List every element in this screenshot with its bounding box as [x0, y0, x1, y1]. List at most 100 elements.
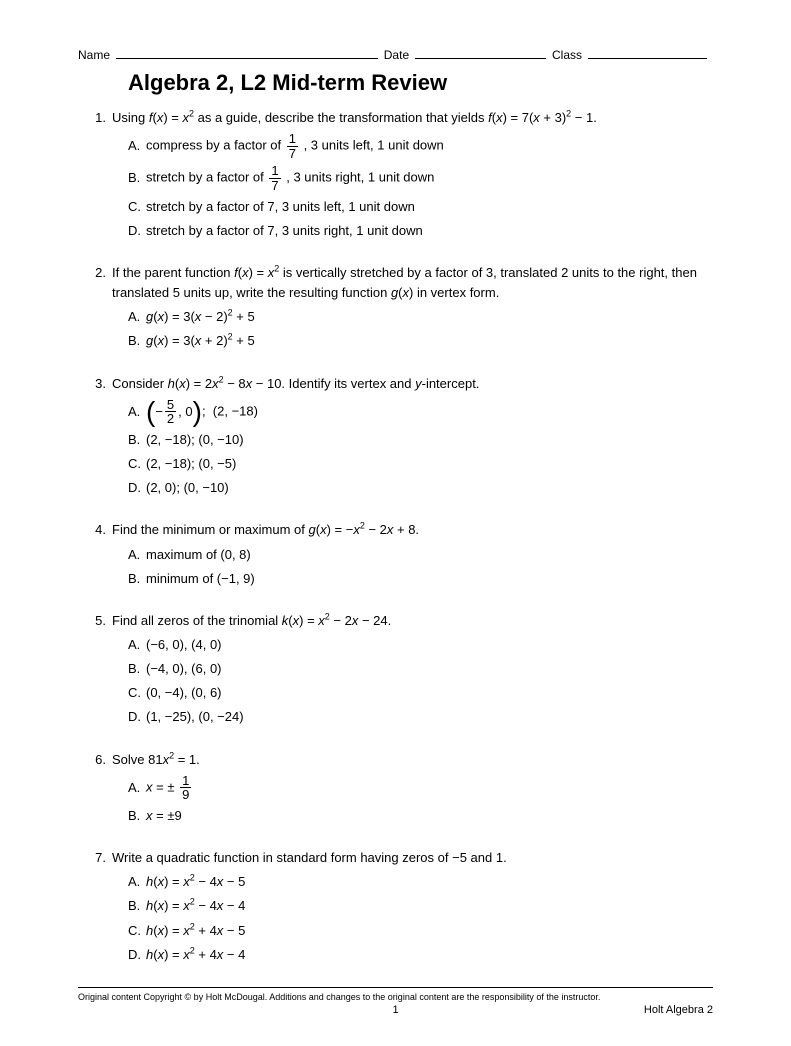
choice-b: B.x = ±9 — [128, 806, 713, 826]
choice-text: stretch by a factor of 7, 3 units left, … — [146, 197, 713, 217]
choice-b: B.h(x) = x2 − 4x − 4 — [128, 896, 713, 916]
question-7: 7.Write a quadratic function in standard… — [78, 848, 713, 965]
choice-text: (−6, 0), (4, 0) — [146, 635, 713, 655]
question-number: 7. — [78, 848, 106, 868]
choice-letter: A. — [128, 402, 146, 422]
choice-c: C.stretch by a factor of 7, 3 units left… — [128, 197, 713, 217]
choice-text: compress by a factor of 17 , 3 units lef… — [146, 132, 713, 160]
choice-letter: C. — [128, 683, 146, 703]
choice-text: h(x) = x2 − 4x − 5 — [146, 872, 713, 892]
questions-container: 1.Using f(x) = x2 as a guide, describe t… — [78, 108, 713, 965]
date-blank[interactable] — [415, 58, 546, 59]
choice-text: minimum of (−1, 9) — [146, 569, 713, 589]
question-text: Using f(x) = x2 as a guide, describe the… — [106, 108, 713, 128]
date-label: Date — [384, 48, 409, 62]
choice-letter: A. — [128, 136, 146, 156]
choice-d: D.(1, −25), (0, −24) — [128, 707, 713, 727]
choice-a: A.maximum of (0, 8) — [128, 545, 713, 565]
question-text: Consider h(x) = 2x2 − 8x − 10. Identify … — [106, 374, 713, 394]
choice-text: x = ±9 — [146, 806, 713, 826]
choice-letter: A. — [128, 545, 146, 565]
choice-d: D.stretch by a factor of 7, 3 units righ… — [128, 221, 713, 241]
choice-text: x = ± 19 — [146, 774, 713, 802]
choice-a: A.h(x) = x2 − 4x − 5 — [128, 872, 713, 892]
choice-text: (− 52, 0); (2, −18) — [146, 398, 713, 426]
question-number: 5. — [78, 611, 106, 631]
choice-letter: D. — [128, 707, 146, 727]
question-number: 6. — [78, 750, 106, 770]
choice-letter: B. — [128, 331, 146, 351]
name-blank[interactable] — [116, 58, 378, 59]
question-stem: 2.If the parent function f(x) = x2 is ve… — [78, 263, 713, 303]
choice-letter: A. — [128, 307, 146, 327]
question-number: 2. — [78, 263, 106, 303]
choice-letter: B. — [128, 569, 146, 589]
choice-text: (2, −18); (0, −5) — [146, 454, 713, 474]
question-text: Find the minimum or maximum of g(x) = −x… — [106, 520, 713, 540]
choice-text: h(x) = x2 − 4x − 4 — [146, 896, 713, 916]
class-blank[interactable] — [588, 58, 707, 59]
choice-letter: C. — [128, 454, 146, 474]
page-number: 1 — [392, 1004, 398, 1016]
choice-b: B.g(x) = 3(x + 2)2 + 5 — [128, 331, 713, 351]
choice-a: A.(−6, 0), (4, 0) — [128, 635, 713, 655]
choice-b: B.stretch by a factor of 17 , 3 units ri… — [128, 164, 713, 192]
choice-text: g(x) = 3(x + 2)2 + 5 — [146, 331, 713, 351]
choice-letter: A. — [128, 872, 146, 892]
choice-letter: D. — [128, 945, 146, 965]
name-label: Name — [78, 48, 110, 62]
choice-text: h(x) = x2 + 4x − 4 — [146, 945, 713, 965]
choice-text: h(x) = x2 + 4x − 5 — [146, 921, 713, 941]
choice-text: (1, −25), (0, −24) — [146, 707, 713, 727]
choice-letter: B. — [128, 896, 146, 916]
choice-text: (2, 0); (0, −10) — [146, 478, 713, 498]
question-number: 3. — [78, 374, 106, 394]
class-label: Class — [552, 48, 582, 62]
question-stem: 3.Consider h(x) = 2x2 − 8x − 10. Identif… — [78, 374, 713, 394]
question-number: 1. — [78, 108, 106, 128]
choice-letter: C. — [128, 197, 146, 217]
choice-c: C.h(x) = x2 + 4x − 5 — [128, 921, 713, 941]
question-stem: 5.Find all zeros of the trinomial k(x) =… — [78, 611, 713, 631]
choice-text: stretch by a factor of 7, 3 units right,… — [146, 221, 713, 241]
question-stem: 7.Write a quadratic function in standard… — [78, 848, 713, 868]
choice-d: D.(2, 0); (0, −10) — [128, 478, 713, 498]
choice-text: (0, −4), (0, 6) — [146, 683, 713, 703]
question-3: 3.Consider h(x) = 2x2 − 8x − 10. Identif… — [78, 374, 713, 499]
choice-a: A.g(x) = 3(x − 2)2 + 5 — [128, 307, 713, 327]
page-title: Algebra 2, L2 Mid-term Review — [128, 70, 713, 96]
question-2: 2.If the parent function f(x) = x2 is ve… — [78, 263, 713, 352]
question-stem: 6.Solve 81x2 = 1. — [78, 750, 713, 770]
choice-b: B.(−4, 0), (6, 0) — [128, 659, 713, 679]
choice-text: g(x) = 3(x − 2)2 + 5 — [146, 307, 713, 327]
choice-a: A.x = ± 19 — [128, 774, 713, 802]
footer: Original content Copyright © by Holt McD… — [78, 987, 713, 1016]
choice-b: B.(2, −18); (0, −10) — [128, 430, 713, 450]
choice-letter: D. — [128, 478, 146, 498]
choice-letter: D. — [128, 221, 146, 241]
question-text: If the parent function f(x) = x2 is vert… — [106, 263, 713, 303]
choice-c: C.(2, −18); (0, −5) — [128, 454, 713, 474]
question-stem: 1.Using f(x) = x2 as a guide, describe t… — [78, 108, 713, 128]
question-5: 5.Find all zeros of the trinomial k(x) =… — [78, 611, 713, 728]
question-text: Write a quadratic function in standard f… — [106, 848, 713, 868]
question-6: 6.Solve 81x2 = 1.A.x = ± 19B.x = ±9 — [78, 750, 713, 827]
choice-a: A.(− 52, 0); (2, −18) — [128, 398, 713, 426]
choice-letter: B. — [128, 430, 146, 450]
choice-letter: B. — [128, 806, 146, 826]
choice-a: A.compress by a factor of 17 , 3 units l… — [128, 132, 713, 160]
choice-letter: A. — [128, 778, 146, 798]
copyright-text: Original content Copyright © by Holt McD… — [78, 992, 713, 1002]
choice-text: (−4, 0), (6, 0) — [146, 659, 713, 679]
choice-b: B.minimum of (−1, 9) — [128, 569, 713, 589]
choice-letter: B. — [128, 168, 146, 188]
choice-text: stretch by a factor of 17 , 3 units righ… — [146, 164, 713, 192]
choice-c: C.(0, −4), (0, 6) — [128, 683, 713, 703]
question-number: 4. — [78, 520, 106, 540]
book-title: Holt Algebra 2 — [644, 1004, 713, 1016]
choice-letter: B. — [128, 659, 146, 679]
worksheet-header: Name Date Class — [78, 48, 713, 62]
question-stem: 4.Find the minimum or maximum of g(x) = … — [78, 520, 713, 540]
question-1: 1.Using f(x) = x2 as a guide, describe t… — [78, 108, 713, 241]
choice-text: maximum of (0, 8) — [146, 545, 713, 565]
